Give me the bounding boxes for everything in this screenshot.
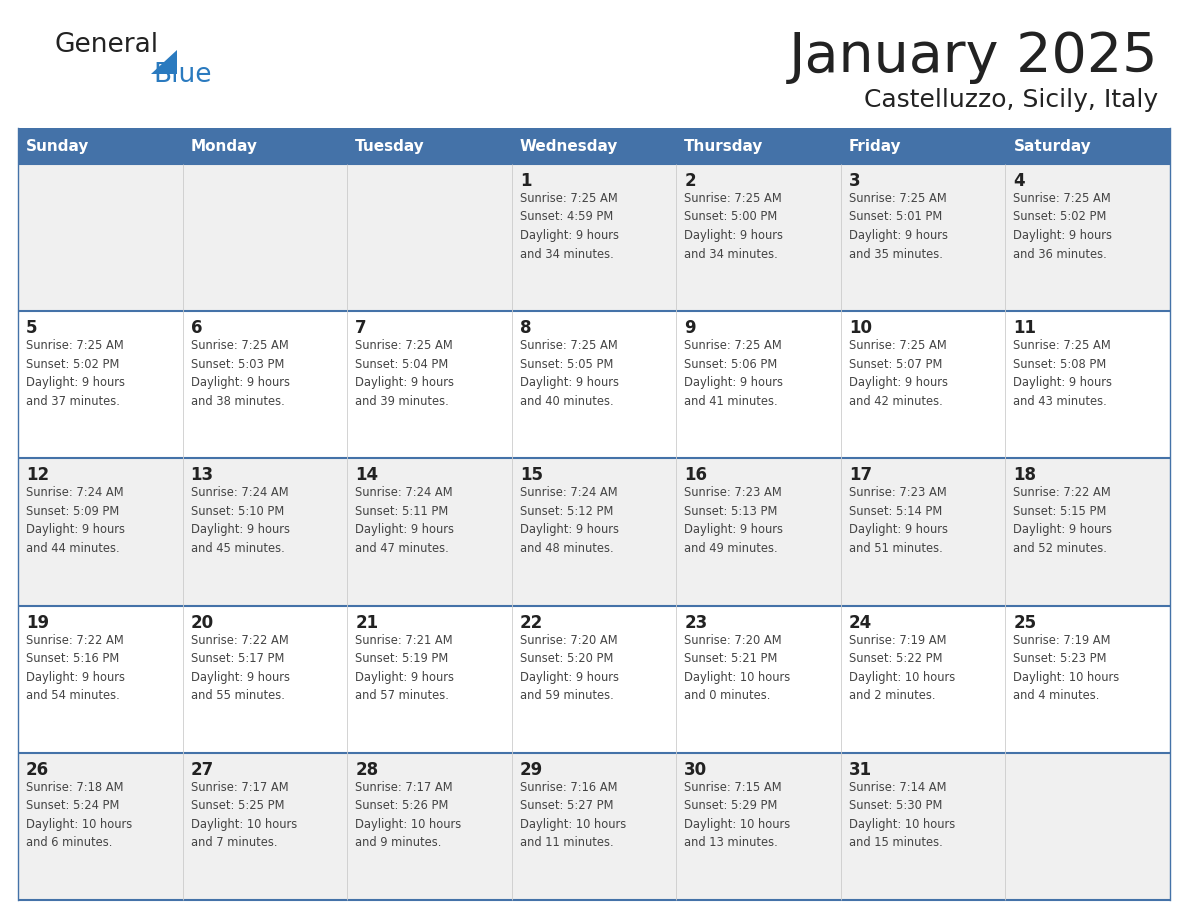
Text: Tuesday: Tuesday (355, 139, 425, 153)
Bar (18, 164, 1170, 311)
Text: Sunrise: 7:19 AM
Sunset: 5:23 PM
Daylight: 10 hours
and 4 minutes.: Sunrise: 7:19 AM Sunset: 5:23 PM Dayligh… (1013, 633, 1119, 702)
Text: Sunrise: 7:24 AM
Sunset: 5:12 PM
Daylight: 9 hours
and 48 minutes.: Sunrise: 7:24 AM Sunset: 5:12 PM Dayligh… (519, 487, 619, 554)
Bar (18, 753, 1170, 900)
Text: Sunday: Sunday (26, 139, 89, 153)
Text: Sunrise: 7:22 AM
Sunset: 5:17 PM
Daylight: 9 hours
and 55 minutes.: Sunrise: 7:22 AM Sunset: 5:17 PM Dayligh… (190, 633, 290, 702)
Text: Sunrise: 7:21 AM
Sunset: 5:19 PM
Daylight: 9 hours
and 57 minutes.: Sunrise: 7:21 AM Sunset: 5:19 PM Dayligh… (355, 633, 454, 702)
Text: 2: 2 (684, 172, 696, 190)
Text: Wednesday: Wednesday (519, 139, 618, 153)
Text: Sunrise: 7:19 AM
Sunset: 5:22 PM
Daylight: 10 hours
and 2 minutes.: Sunrise: 7:19 AM Sunset: 5:22 PM Dayligh… (849, 633, 955, 702)
Text: 9: 9 (684, 319, 696, 337)
Text: Sunrise: 7:25 AM
Sunset: 5:02 PM
Daylight: 9 hours
and 37 minutes.: Sunrise: 7:25 AM Sunset: 5:02 PM Dayligh… (26, 339, 125, 408)
Text: 6: 6 (190, 319, 202, 337)
Text: 7: 7 (355, 319, 367, 337)
Text: 1: 1 (519, 172, 531, 190)
Text: Sunrise: 7:22 AM
Sunset: 5:15 PM
Daylight: 9 hours
and 52 minutes.: Sunrise: 7:22 AM Sunset: 5:15 PM Dayligh… (1013, 487, 1112, 554)
Text: 11: 11 (1013, 319, 1036, 337)
Text: 20: 20 (190, 613, 214, 632)
Text: Thursday: Thursday (684, 139, 764, 153)
Text: Sunrise: 7:24 AM
Sunset: 5:10 PM
Daylight: 9 hours
and 45 minutes.: Sunrise: 7:24 AM Sunset: 5:10 PM Dayligh… (190, 487, 290, 554)
Text: 3: 3 (849, 172, 860, 190)
Text: Sunrise: 7:15 AM
Sunset: 5:29 PM
Daylight: 10 hours
and 13 minutes.: Sunrise: 7:15 AM Sunset: 5:29 PM Dayligh… (684, 781, 790, 849)
Text: Sunrise: 7:17 AM
Sunset: 5:26 PM
Daylight: 10 hours
and 9 minutes.: Sunrise: 7:17 AM Sunset: 5:26 PM Dayligh… (355, 781, 461, 849)
Text: Sunrise: 7:25 AM
Sunset: 5:08 PM
Daylight: 9 hours
and 43 minutes.: Sunrise: 7:25 AM Sunset: 5:08 PM Dayligh… (1013, 339, 1112, 408)
Text: Sunrise: 7:25 AM
Sunset: 5:01 PM
Daylight: 9 hours
and 35 minutes.: Sunrise: 7:25 AM Sunset: 5:01 PM Dayligh… (849, 192, 948, 261)
Text: Sunrise: 7:25 AM
Sunset: 5:04 PM
Daylight: 9 hours
and 39 minutes.: Sunrise: 7:25 AM Sunset: 5:04 PM Dayligh… (355, 339, 454, 408)
Text: Sunrise: 7:25 AM
Sunset: 4:59 PM
Daylight: 9 hours
and 34 minutes.: Sunrise: 7:25 AM Sunset: 4:59 PM Dayligh… (519, 192, 619, 261)
Text: 30: 30 (684, 761, 707, 778)
Text: Sunrise: 7:25 AM
Sunset: 5:02 PM
Daylight: 9 hours
and 36 minutes.: Sunrise: 7:25 AM Sunset: 5:02 PM Dayligh… (1013, 192, 1112, 261)
Text: 21: 21 (355, 613, 378, 632)
Text: 13: 13 (190, 466, 214, 485)
Bar (18, 458, 1170, 606)
Text: 14: 14 (355, 466, 378, 485)
Text: Monday: Monday (190, 139, 258, 153)
Text: Sunrise: 7:25 AM
Sunset: 5:06 PM
Daylight: 9 hours
and 41 minutes.: Sunrise: 7:25 AM Sunset: 5:06 PM Dayligh… (684, 339, 783, 408)
Text: Castelluzzo, Sicily, Italy: Castelluzzo, Sicily, Italy (864, 88, 1158, 112)
Text: 26: 26 (26, 761, 49, 778)
Text: Sunrise: 7:23 AM
Sunset: 5:13 PM
Daylight: 9 hours
and 49 minutes.: Sunrise: 7:23 AM Sunset: 5:13 PM Dayligh… (684, 487, 783, 554)
Text: General: General (55, 32, 159, 58)
Polygon shape (151, 50, 177, 74)
Text: Sunrise: 7:20 AM
Sunset: 5:21 PM
Daylight: 10 hours
and 0 minutes.: Sunrise: 7:20 AM Sunset: 5:21 PM Dayligh… (684, 633, 790, 702)
Text: Sunrise: 7:23 AM
Sunset: 5:14 PM
Daylight: 9 hours
and 51 minutes.: Sunrise: 7:23 AM Sunset: 5:14 PM Dayligh… (849, 487, 948, 554)
Text: Sunrise: 7:14 AM
Sunset: 5:30 PM
Daylight: 10 hours
and 15 minutes.: Sunrise: 7:14 AM Sunset: 5:30 PM Dayligh… (849, 781, 955, 849)
Text: Sunrise: 7:25 AM
Sunset: 5:03 PM
Daylight: 9 hours
and 38 minutes.: Sunrise: 7:25 AM Sunset: 5:03 PM Dayligh… (190, 339, 290, 408)
Text: Saturday: Saturday (1013, 139, 1092, 153)
Text: 22: 22 (519, 613, 543, 632)
Text: 29: 29 (519, 761, 543, 778)
Text: 8: 8 (519, 319, 531, 337)
Text: 17: 17 (849, 466, 872, 485)
Text: 25: 25 (1013, 613, 1037, 632)
Text: Sunrise: 7:25 AM
Sunset: 5:05 PM
Daylight: 9 hours
and 40 minutes.: Sunrise: 7:25 AM Sunset: 5:05 PM Dayligh… (519, 339, 619, 408)
Text: Sunrise: 7:18 AM
Sunset: 5:24 PM
Daylight: 10 hours
and 6 minutes.: Sunrise: 7:18 AM Sunset: 5:24 PM Dayligh… (26, 781, 132, 849)
Text: 28: 28 (355, 761, 378, 778)
Text: 23: 23 (684, 613, 708, 632)
Text: Sunrise: 7:24 AM
Sunset: 5:09 PM
Daylight: 9 hours
and 44 minutes.: Sunrise: 7:24 AM Sunset: 5:09 PM Dayligh… (26, 487, 125, 554)
Bar (18, 311, 1170, 458)
Text: Sunrise: 7:25 AM
Sunset: 5:00 PM
Daylight: 9 hours
and 34 minutes.: Sunrise: 7:25 AM Sunset: 5:00 PM Dayligh… (684, 192, 783, 261)
Text: 24: 24 (849, 613, 872, 632)
Text: Sunrise: 7:20 AM
Sunset: 5:20 PM
Daylight: 9 hours
and 59 minutes.: Sunrise: 7:20 AM Sunset: 5:20 PM Dayligh… (519, 633, 619, 702)
Text: 27: 27 (190, 761, 214, 778)
Text: Sunrise: 7:17 AM
Sunset: 5:25 PM
Daylight: 10 hours
and 7 minutes.: Sunrise: 7:17 AM Sunset: 5:25 PM Dayligh… (190, 781, 297, 849)
Text: 15: 15 (519, 466, 543, 485)
Text: Friday: Friday (849, 139, 902, 153)
Text: 31: 31 (849, 761, 872, 778)
Text: January 2025: January 2025 (789, 30, 1158, 84)
Text: 18: 18 (1013, 466, 1036, 485)
Text: 10: 10 (849, 319, 872, 337)
Text: 5: 5 (26, 319, 38, 337)
Bar (18, 606, 1170, 753)
Text: Blue: Blue (153, 62, 211, 88)
Text: 12: 12 (26, 466, 49, 485)
Text: Sunrise: 7:22 AM
Sunset: 5:16 PM
Daylight: 9 hours
and 54 minutes.: Sunrise: 7:22 AM Sunset: 5:16 PM Dayligh… (26, 633, 125, 702)
Text: Sunrise: 7:24 AM
Sunset: 5:11 PM
Daylight: 9 hours
and 47 minutes.: Sunrise: 7:24 AM Sunset: 5:11 PM Dayligh… (355, 487, 454, 554)
Text: 4: 4 (1013, 172, 1025, 190)
Bar (18, 128, 1170, 164)
Text: Sunrise: 7:16 AM
Sunset: 5:27 PM
Daylight: 10 hours
and 11 minutes.: Sunrise: 7:16 AM Sunset: 5:27 PM Dayligh… (519, 781, 626, 849)
Text: 19: 19 (26, 613, 49, 632)
Text: 16: 16 (684, 466, 707, 485)
Text: Sunrise: 7:25 AM
Sunset: 5:07 PM
Daylight: 9 hours
and 42 minutes.: Sunrise: 7:25 AM Sunset: 5:07 PM Dayligh… (849, 339, 948, 408)
